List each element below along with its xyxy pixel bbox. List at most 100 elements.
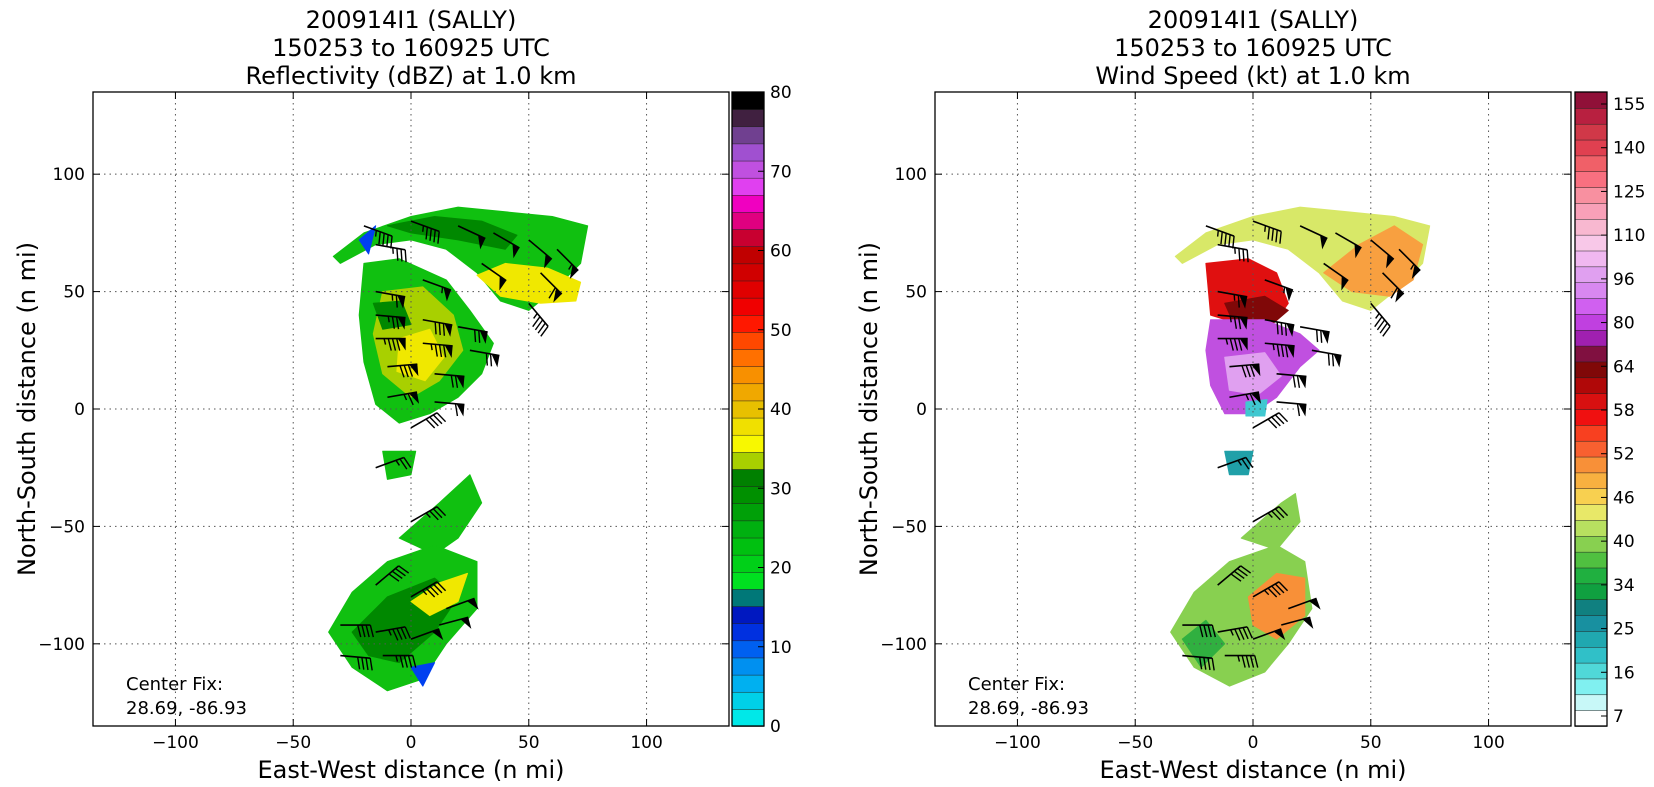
colorbar-tick-label: 140 bbox=[1613, 139, 1645, 159]
colorbar-segment bbox=[1574, 266, 1608, 283]
wind-barb bbox=[1182, 654, 1215, 671]
wind-barb bbox=[1398, 248, 1421, 280]
wind-barb bbox=[340, 624, 375, 638]
wind-barb bbox=[1381, 272, 1405, 303]
data-region bbox=[410, 662, 436, 687]
y-tick-label: 50 bbox=[63, 283, 85, 303]
chart-title-line-3: Reflectivity (dBZ) at 1.0 km bbox=[246, 62, 577, 90]
colorbar-tick-label: 96 bbox=[1613, 270, 1635, 290]
colorbar-tick-label: 80 bbox=[1613, 314, 1635, 334]
wind-barb bbox=[469, 349, 500, 368]
colorbar-tick-label: 34 bbox=[1613, 576, 1635, 596]
colorbar-segment bbox=[731, 554, 765, 573]
colorbar-segment bbox=[1574, 440, 1608, 458]
wind-barb bbox=[410, 581, 447, 598]
y-tick-label: −100 bbox=[38, 635, 85, 655]
colorbar-tick-label: 0 bbox=[770, 717, 781, 737]
x-tick-label: 100 bbox=[630, 733, 662, 753]
colorbar-tick-label: 52 bbox=[1613, 445, 1635, 465]
colorbar-segment bbox=[1574, 202, 1608, 220]
y-axis-label: North-South distance (n mi) bbox=[855, 242, 883, 576]
colorbar-segment bbox=[1574, 662, 1608, 680]
colorbar-segment bbox=[731, 160, 765, 179]
panel-1: 200914I1 (SALLY)150253 to 160925 UTCRefl… bbox=[13, 6, 792, 784]
colorbar-segment bbox=[731, 280, 765, 299]
wind-barb bbox=[1264, 279, 1294, 302]
wind-barb bbox=[1288, 597, 1321, 610]
center-fix-annotation-line-2: 28.69, -86.93 bbox=[126, 698, 247, 719]
x-tick-label: 0 bbox=[406, 733, 417, 753]
colorbar-tick-label: 155 bbox=[1613, 95, 1645, 115]
colorbar-segment bbox=[731, 211, 765, 230]
wind-barb bbox=[340, 654, 373, 671]
axis-ticks: −100 −50 0 50 100 −100 −50 0 50 100 bbox=[38, 92, 729, 753]
colorbar-segment bbox=[1574, 250, 1608, 268]
colorbar-segment bbox=[731, 194, 765, 213]
colorbar-segment bbox=[731, 640, 765, 659]
wind-barb bbox=[375, 565, 410, 586]
colorbar-segment bbox=[1574, 598, 1608, 616]
wind-barb bbox=[1217, 565, 1252, 586]
wind-barb bbox=[1323, 262, 1349, 291]
wind-barb bbox=[446, 597, 479, 610]
wind-barb bbox=[493, 232, 520, 259]
colorbar-segment bbox=[731, 657, 765, 676]
data-region bbox=[1245, 399, 1268, 417]
y-tick-label: 50 bbox=[905, 283, 927, 303]
wind-barb bbox=[1335, 232, 1362, 259]
y-tick-label: 0 bbox=[74, 400, 85, 420]
colorbar-segment bbox=[1574, 630, 1608, 648]
colorbar-tick-label: 40 bbox=[770, 400, 792, 420]
colorbar-segment bbox=[731, 91, 765, 110]
colorbar-segment bbox=[1574, 583, 1608, 600]
colorbar-segment bbox=[731, 502, 765, 522]
wind-barb bbox=[434, 372, 465, 389]
data-region bbox=[358, 225, 377, 255]
colorbar-tick-label: 16 bbox=[1613, 663, 1635, 683]
colorbar-segment bbox=[731, 520, 765, 539]
y-tick-label: 100 bbox=[895, 165, 927, 185]
colorbar-segment bbox=[731, 571, 765, 590]
wind-barb bbox=[1217, 243, 1249, 263]
wind-barb bbox=[375, 290, 406, 309]
x-tick-label: −100 bbox=[994, 733, 1041, 753]
wind-barb bbox=[422, 318, 453, 337]
grid bbox=[93, 92, 729, 726]
colorbar-tick-label: 50 bbox=[770, 321, 792, 341]
wind-barb bbox=[387, 391, 420, 406]
colorbar-segment bbox=[1574, 488, 1608, 505]
wind-barb bbox=[1217, 626, 1253, 641]
colorbar-segment bbox=[731, 348, 765, 367]
y-axis-label: North-South distance (n mi) bbox=[13, 242, 41, 576]
colorbar-tick-label: 125 bbox=[1613, 182, 1645, 202]
wind-barb bbox=[1281, 616, 1314, 629]
colorbar-segment bbox=[1574, 186, 1608, 204]
center-fix-annotation-line-2: 28.69, -86.93 bbox=[968, 698, 1089, 719]
colorbar-segment bbox=[1574, 424, 1608, 442]
colorbar-tick-label: 60 bbox=[770, 242, 792, 262]
colorbar-tick-label: 80 bbox=[770, 83, 792, 103]
wind-barb bbox=[1252, 412, 1289, 429]
wind-barb bbox=[410, 412, 447, 429]
colorbar-tick-label: 64 bbox=[1613, 357, 1635, 377]
colorbar-segment bbox=[731, 537, 765, 556]
colorbar-segment bbox=[731, 605, 765, 624]
wind-barb bbox=[1224, 654, 1259, 668]
colorbar-tick-label: 70 bbox=[770, 162, 792, 182]
wind-barbs bbox=[1182, 220, 1421, 671]
colorbar-segment bbox=[1574, 709, 1608, 727]
colorbar-segment bbox=[1574, 218, 1608, 236]
x-tick-label: −100 bbox=[152, 733, 199, 753]
wind-barb bbox=[1299, 225, 1328, 250]
colorbar-segment bbox=[731, 245, 765, 265]
colorbar-segment bbox=[731, 417, 765, 436]
data-regions bbox=[328, 206, 589, 692]
colorbar-segment bbox=[1574, 472, 1608, 489]
wind-barb bbox=[1276, 401, 1307, 417]
colorbar-segment bbox=[731, 708, 765, 727]
wind-barb bbox=[457, 326, 488, 344]
wind-barb bbox=[410, 506, 447, 523]
colorbar-segment bbox=[1574, 297, 1608, 315]
wind-barb bbox=[363, 225, 393, 249]
